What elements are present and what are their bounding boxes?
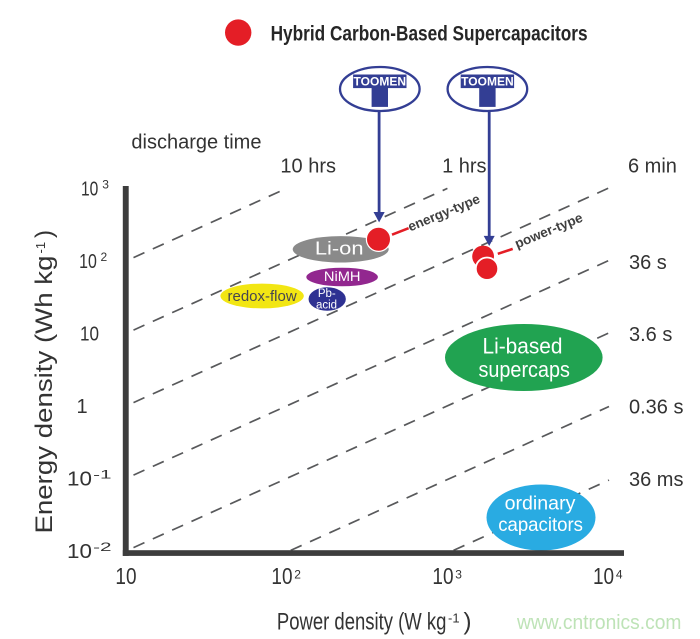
svg-text:Hybrid Carbon-Based Supercapac: Hybrid Carbon-Based Supercapacitors: [271, 21, 588, 45]
svg-text:acid: acid: [316, 300, 337, 312]
svg-text:TOOMEN: TOOMEN: [461, 77, 514, 89]
svg-text:redox-flow: redox-flow: [228, 288, 297, 305]
svg-text:10: 10: [115, 563, 136, 589]
svg-text:TOOMEN: TOOMEN: [354, 77, 407, 89]
svg-text:0.36 s: 0.36 s: [629, 397, 683, 419]
svg-text:capacitors: capacitors: [498, 514, 583, 536]
svg-text:Energy density (Wh kg: Energy density (Wh kg: [31, 256, 58, 534]
svg-text:www.cntronics.com: www.cntronics.com: [516, 611, 681, 634]
svg-text:Li-based: Li-based: [483, 334, 563, 359]
svg-text:36 s: 36 s: [629, 252, 667, 274]
svg-text:6 min: 6 min: [628, 156, 677, 178]
svg-text:): ): [31, 230, 58, 238]
svg-text:-1: -1: [93, 468, 112, 482]
svg-text:10: 10: [80, 324, 99, 346]
svg-text:Power density (W kg: Power density (W kg: [277, 609, 447, 636]
svg-text:-1: -1: [448, 611, 460, 626]
svg-text:-2: -2: [93, 540, 112, 554]
svg-text:energy-type: energy-type: [406, 191, 483, 234]
svg-text:10: 10: [271, 563, 292, 589]
svg-text:2: 2: [101, 250, 108, 264]
svg-text:2: 2: [294, 568, 301, 582]
svg-text:): ): [464, 609, 472, 636]
svg-text:4: 4: [616, 568, 623, 582]
svg-text:NiMH: NiMH: [324, 269, 361, 284]
svg-text:discharge time: discharge time: [131, 132, 261, 154]
svg-text:1: 1: [77, 396, 88, 418]
svg-text:3.6 s: 3.6 s: [629, 324, 672, 346]
svg-text:Pb-: Pb-: [318, 288, 336, 300]
svg-text:10 hrs: 10 hrs: [280, 156, 336, 178]
svg-text:10: 10: [79, 251, 97, 273]
svg-text:10: 10: [432, 563, 453, 589]
svg-text:Li-on: Li-on: [315, 238, 364, 258]
svg-text:36 ms: 36 ms: [629, 469, 683, 491]
svg-text:supercaps: supercaps: [478, 357, 570, 382]
svg-text:1 hrs: 1 hrs: [442, 156, 486, 178]
svg-text:-1: -1: [33, 242, 48, 254]
svg-text:3: 3: [455, 568, 462, 582]
svg-text:ordinary: ordinary: [505, 493, 576, 515]
svg-text:3: 3: [102, 177, 109, 191]
svg-text:10: 10: [67, 541, 92, 563]
svg-text:10: 10: [593, 563, 614, 589]
svg-text:10: 10: [67, 469, 92, 491]
svg-text:10: 10: [81, 178, 98, 200]
